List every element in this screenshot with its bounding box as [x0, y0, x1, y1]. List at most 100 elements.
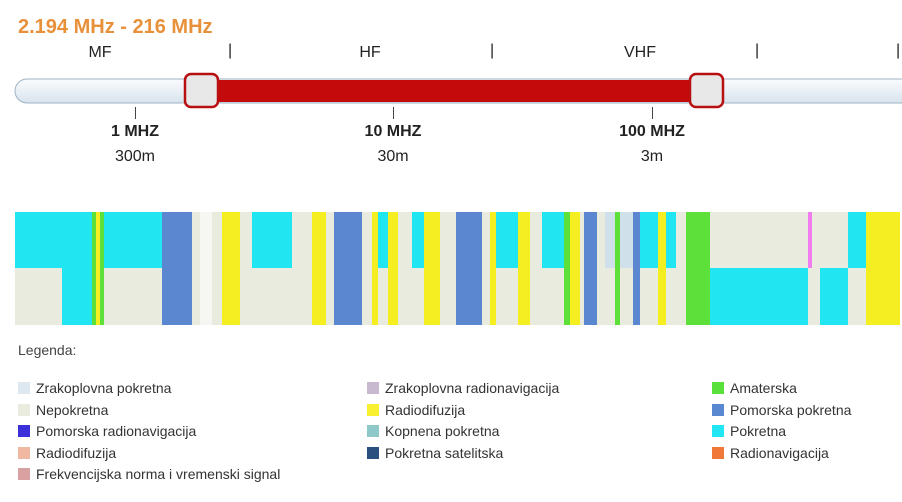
spectrum-block [820, 212, 848, 269]
legend-item: Zrakoplovna pokretna [18, 378, 338, 399]
spectrum-block [580, 212, 584, 269]
spectrum-block [640, 212, 658, 269]
separator: | [755, 42, 760, 59]
spectrum-block [326, 268, 334, 325]
spectrum-block [564, 212, 570, 269]
spectrum-block [490, 268, 496, 325]
legend-swatch [712, 425, 724, 437]
spectrum-block [605, 212, 615, 269]
spectrum-block [666, 268, 676, 325]
legend-label: Nepokretna [36, 401, 109, 418]
freq-label: 10 MHZ [364, 123, 422, 140]
spectrum-block [372, 268, 378, 325]
spectrum-block [812, 212, 820, 269]
spectrum-block [412, 212, 424, 269]
spectrum-block [62, 212, 92, 269]
spectrum-block [615, 268, 620, 325]
spectrum-block [456, 268, 482, 325]
spectrum-block [482, 212, 490, 269]
spectrum-block [312, 268, 326, 325]
spectrum-block [848, 268, 866, 325]
spectrum-block [362, 268, 372, 325]
spectrum-block [96, 212, 100, 269]
legend-swatch [18, 425, 30, 437]
spectrum-block [580, 268, 584, 325]
spectrum-block [62, 268, 92, 325]
spectrum-block [518, 212, 530, 269]
scale-tick [652, 107, 653, 119]
spectrum-block [658, 268, 666, 325]
spectrum-block [542, 268, 564, 325]
slider-handle[interactable] [688, 72, 725, 109]
spectrum-block [222, 212, 240, 269]
legend-label: Radionavigacija [730, 444, 829, 461]
spectrum-block [200, 212, 212, 269]
legend-item: Pokretna [712, 421, 902, 442]
spectrum-block [676, 268, 686, 325]
scale-tick [135, 107, 136, 119]
spectrum-block [686, 268, 710, 325]
legend-item: Pomorska pokretna [712, 400, 902, 421]
wave-label: 30m [377, 148, 409, 165]
spectrum-block [633, 268, 640, 325]
legend-item: Pokretna satelitska [367, 443, 697, 464]
spectrum-block [640, 268, 658, 325]
spectrum-block [496, 268, 518, 325]
separator: | [490, 42, 495, 59]
range-title: 2.194 MHz - 216 MHz [18, 16, 213, 38]
legend-label: Zrakoplovna pokretna [36, 380, 172, 396]
spectrum-block [542, 212, 564, 269]
legend-swatch [18, 468, 30, 480]
spectrum-block [820, 268, 848, 325]
legend-swatch [18, 446, 30, 459]
spectrum-block [605, 268, 615, 325]
spectrum-block [378, 268, 388, 325]
spectrum-block [252, 268, 292, 325]
scale-tick [393, 107, 394, 119]
spectrum-block [710, 212, 808, 269]
spectrum-block [440, 268, 456, 325]
spectrum-block [162, 212, 192, 269]
legend-item: Radionavigacija [712, 443, 902, 464]
legend-swatch [18, 403, 30, 416]
freq-label: 100 MHZ [619, 123, 685, 140]
legend-label: Zrakoplovna radionavigacija [385, 380, 560, 396]
legend-swatch [18, 382, 30, 394]
slider-and-spectrum [14, 72, 902, 325]
spectrum-block [388, 212, 398, 269]
spectrum-block [564, 268, 570, 325]
legend-swatch [712, 446, 724, 459]
legend-label: Frekvencijska norma i vremenski signal [36, 466, 281, 482]
spectrum-block [412, 268, 424, 325]
slider-handle[interactable] [183, 72, 220, 109]
wave-label: 3m [640, 148, 664, 165]
band-label: MF [88, 44, 112, 61]
legend-item: Zrakoplovna radionavigacija [367, 378, 697, 399]
spectrum-block [848, 212, 866, 269]
legend-label: Kopnena pokretna [385, 423, 500, 439]
spectrum-block [15, 268, 62, 325]
spectrum-block [615, 212, 620, 269]
spectrum-block [312, 212, 326, 269]
spectrum-block [584, 268, 597, 325]
legend-item: Nepokretna [18, 400, 338, 421]
spectrum-block [808, 268, 812, 325]
legend-label: Radiodifuzija [36, 444, 117, 461]
legend-title: Legenda: [18, 342, 77, 358]
spectrum-block [570, 268, 580, 325]
spectrum-block [530, 268, 542, 325]
spectrum-block [584, 212, 597, 269]
spectrum-block [440, 212, 456, 269]
spectrum-block [808, 212, 812, 269]
spectrum-block [192, 268, 200, 325]
spectrum-block [15, 212, 62, 269]
spectrum-block [292, 212, 312, 269]
separator: | [896, 42, 901, 59]
spectrum-block [812, 268, 820, 325]
legend-item: Amaterska [712, 378, 902, 399]
spectrum-block [334, 268, 362, 325]
legend-label: Pokretna [730, 423, 787, 439]
spectrum-block [104, 268, 122, 325]
legend-swatch [712, 403, 724, 416]
